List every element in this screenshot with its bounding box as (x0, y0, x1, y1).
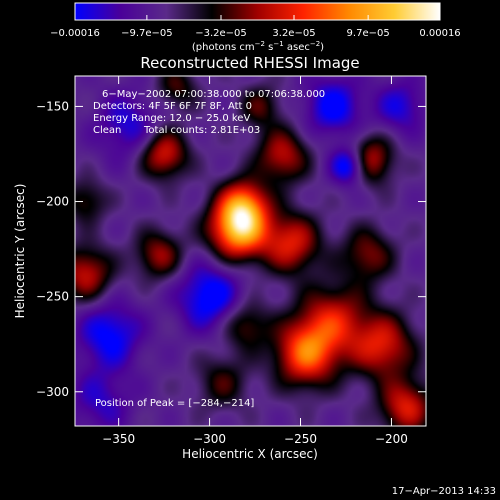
colorbar-tick-label: −3.2e−05 (195, 28, 247, 39)
annotation-time-range: 6−May−2002 07:00:38.000 to 07:06:38.000 (102, 89, 325, 100)
colorbar-gradient (74, 2, 441, 21)
x-axis-title: Heliocentric X (arcsec) (182, 447, 318, 461)
annotation-energy: Energy Range: 12.0 − 25.0 keV (93, 113, 250, 124)
x-tick-label: −350 (102, 432, 135, 446)
annotation-peak-position: Position of Peak = [−284,−214] (95, 398, 254, 409)
y-tick-label: −300 (36, 385, 69, 399)
chart-title: Reconstructed RHESSI Image (140, 54, 359, 72)
y-tick-label: −200 (36, 195, 69, 209)
annotations: 6−May−2002 07:00:38.000 to 07:06:38.000 … (93, 89, 325, 409)
colorbar: −0.00016 −9.7e−05 −3.2e−05 3.2e−05 9.7e−05 0.… (50, 2, 461, 53)
plot-frame (74, 75, 427, 427)
annotation-counts: Total counts: 2.81E+03 (143, 125, 260, 136)
y-axis-ticks: −150 −200 −250 −300 (36, 99, 426, 399)
x-tick-label: −200 (375, 432, 408, 446)
x-tick-label: −250 (284, 432, 317, 446)
colorbar-tick-label: 3.2e−05 (272, 28, 315, 39)
y-tick-label: −250 (36, 290, 69, 304)
colorbar-units: (photons cm−2 s−1 asec−2) (192, 40, 324, 53)
colorbar-tick-label: −0.00016 (50, 28, 100, 39)
heatmap-image (75, 76, 426, 426)
annotation-method: Clean (93, 125, 121, 136)
colorbar-tick-label: 0.00016 (419, 28, 460, 39)
colorbar-ticks: −0.00016 −9.7e−05 −3.2e−05 3.2e−05 9.7e−05 0.… (50, 15, 461, 39)
timestamp: 17−Apr−2013 14:33 (392, 486, 496, 497)
x-axis-ticks: −350 −300 −250 −200 (102, 76, 408, 446)
annotation-detectors: Detectors: 4F 5F 6F 7F 8F, Att 0 (93, 101, 252, 112)
plot-area: −350 −300 −250 −200 −150 −200 −250 −300 (36, 75, 427, 446)
colorbar-tick-label: 9.7e−05 (347, 28, 390, 39)
colorbar-tick-label: −9.7e−05 (121, 28, 173, 39)
y-axis-title: Heliocentric Y (arcsec) (13, 184, 27, 319)
x-tick-label: −300 (193, 432, 226, 446)
y-tick-label: −150 (36, 99, 69, 113)
